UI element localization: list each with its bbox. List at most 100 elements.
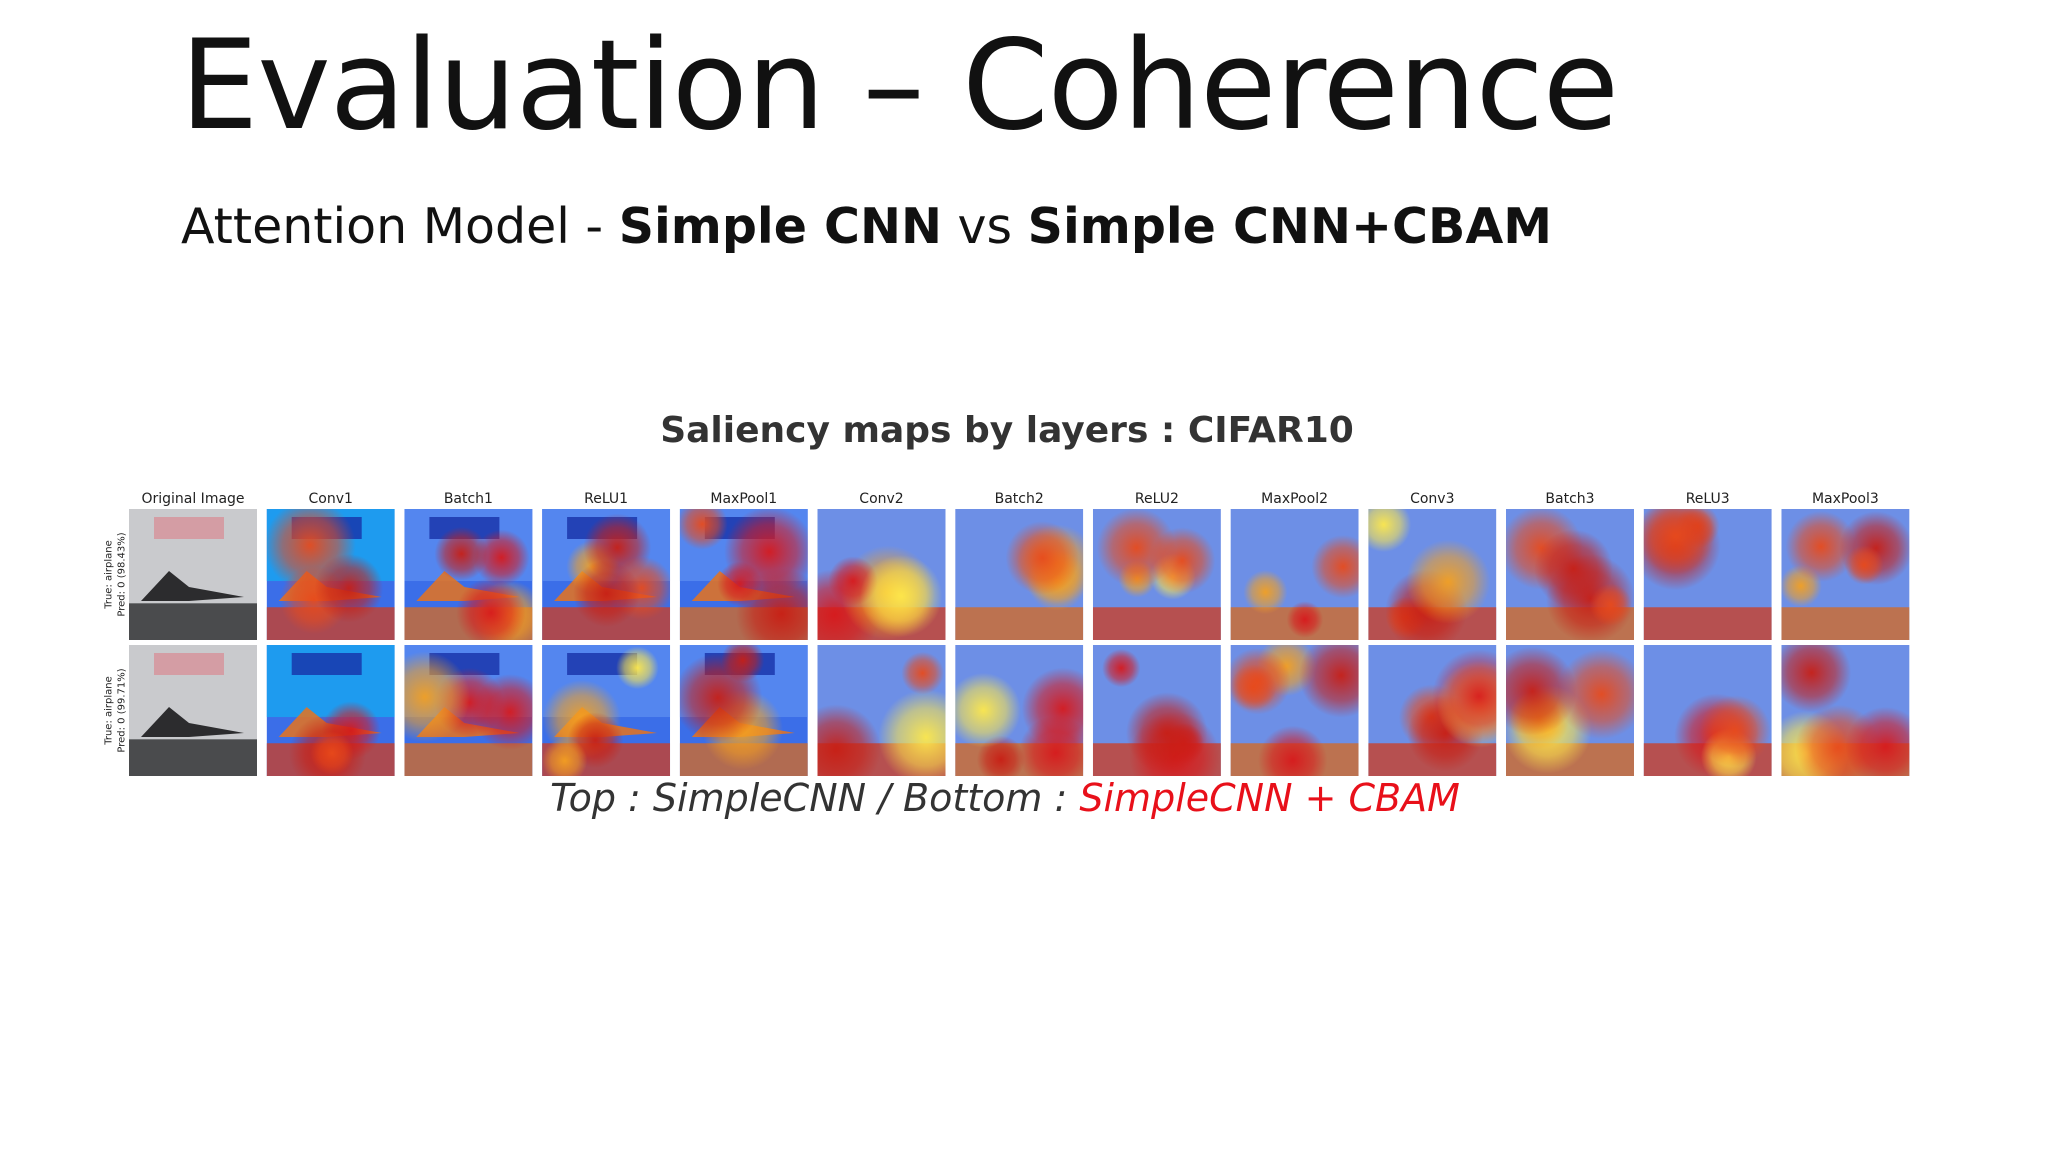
heat-blob <box>1506 646 1577 736</box>
heat-blob <box>1298 645 1359 718</box>
model-a: Simple CNN <box>618 198 942 255</box>
saliency-map <box>1230 645 1359 776</box>
heat-blob <box>1556 649 1634 740</box>
saliency-map <box>542 645 671 776</box>
saliency-map <box>1506 645 1634 776</box>
saliency-map <box>129 645 257 776</box>
heat-blob <box>1102 648 1141 688</box>
ground <box>129 739 257 776</box>
heat-blob <box>434 526 489 581</box>
heat-blob <box>901 651 944 695</box>
caption-highlight: SimpleCNN + CBAM <box>1079 776 1460 820</box>
heat-blob <box>724 509 808 598</box>
heat-blob <box>1005 521 1079 595</box>
model-b: Simple CNN+CBAM <box>1027 198 1553 255</box>
heat-blob <box>1785 511 1857 582</box>
caption: Top : SimpleCNN / Bottom : SimpleCNN + C… <box>0 776 2010 820</box>
heat-blob <box>679 509 728 550</box>
caption-text: Top : SimpleCNN / Bottom : <box>550 776 1080 820</box>
saliency-map <box>404 509 533 640</box>
column-label: ReLU2 <box>1134 491 1179 507</box>
saliency-map <box>955 509 1084 640</box>
ground <box>1643 607 1772 640</box>
heat-blob <box>1230 664 1277 711</box>
heat-blob <box>1311 535 1359 599</box>
heat-blob <box>1845 706 1910 776</box>
row-label-pred: Pred: 0 (99.71%) <box>116 667 127 753</box>
heat-blob <box>1258 725 1328 776</box>
row-label-true: True: airplane <box>103 675 115 745</box>
saliency-map <box>1643 645 1772 776</box>
slide-title: Evaluation – Coherence <box>180 14 1619 158</box>
column-label: MaxPool1 <box>710 491 778 507</box>
saliency-map <box>679 509 808 640</box>
plane <box>141 707 244 737</box>
row-label: True: airplane Pred: 0 (99.71%) <box>104 645 129 775</box>
row-label-pred: Pred: 0 (98.43%) <box>116 531 127 617</box>
saliency-map <box>1781 645 1910 776</box>
heat-blob <box>456 577 526 640</box>
saliency-map <box>817 645 946 776</box>
heat-blob <box>1243 570 1288 615</box>
saliency-map <box>404 645 533 776</box>
ground <box>129 603 257 640</box>
column-label: Batch3 <box>1545 491 1595 507</box>
subtitle: Attention Model - Simple CNN vs Simple C… <box>181 198 1552 257</box>
heat-blob <box>1781 645 1852 713</box>
heat-blob <box>860 555 943 638</box>
sign <box>154 653 224 675</box>
saliency-map <box>1368 509 1497 640</box>
heat-blob <box>817 704 881 776</box>
column-label: Batch2 <box>994 491 1044 507</box>
saliency-map <box>679 645 808 776</box>
heat-blob <box>1021 667 1084 750</box>
row-label-true: True: airplane <box>103 539 115 609</box>
figure-title: Saliency maps by layers : CIFAR10 <box>660 410 1354 451</box>
saliency-map <box>1092 509 1221 640</box>
saliency-map <box>542 509 671 640</box>
column-label: Conv1 <box>308 491 353 507</box>
ground <box>1781 607 1910 640</box>
heat-blob <box>1286 601 1324 638</box>
heat-blob <box>955 672 1021 748</box>
saliency-map <box>266 509 395 640</box>
heat-blob <box>573 560 641 628</box>
saliency-map <box>129 509 257 640</box>
saliency-map <box>955 645 1084 776</box>
row-label: True: airplane Pred: 0 (98.43%) <box>104 509 129 639</box>
saliency-map <box>1506 509 1634 640</box>
plane <box>141 571 244 601</box>
heat-blob <box>616 646 659 690</box>
heat-blob <box>1844 545 1884 585</box>
heat-blob <box>1096 509 1177 588</box>
heat-blob <box>542 738 588 776</box>
heat-blob <box>1699 695 1771 767</box>
saliency-map <box>1092 645 1221 776</box>
column-label: MaxPool3 <box>1811 491 1879 507</box>
column-label: Conv2 <box>859 491 904 507</box>
heat-blob <box>1125 692 1208 774</box>
heat-blob <box>404 651 471 743</box>
heat-blob <box>1432 649 1497 743</box>
ground <box>955 607 1084 640</box>
heat-blob <box>1368 509 1412 553</box>
heat-blob <box>314 553 384 623</box>
column-label: ReLU1 <box>584 491 629 507</box>
heat-blob <box>721 645 765 682</box>
column-label: Conv3 <box>1410 491 1455 507</box>
ground <box>1092 607 1221 640</box>
column-label: MaxPool2 <box>1261 491 1328 507</box>
saliency-map <box>1368 645 1497 776</box>
column-label: ReLU3 <box>1685 491 1730 507</box>
heat-blob <box>310 731 354 775</box>
column-label: Original Image <box>141 491 245 507</box>
saliency-map <box>1230 509 1359 640</box>
subtitle-middle: vs <box>941 198 1028 255</box>
saliency-map <box>266 645 395 776</box>
saliency-map <box>817 509 946 640</box>
heat-blob <box>472 674 533 750</box>
heat-blob <box>473 529 530 586</box>
